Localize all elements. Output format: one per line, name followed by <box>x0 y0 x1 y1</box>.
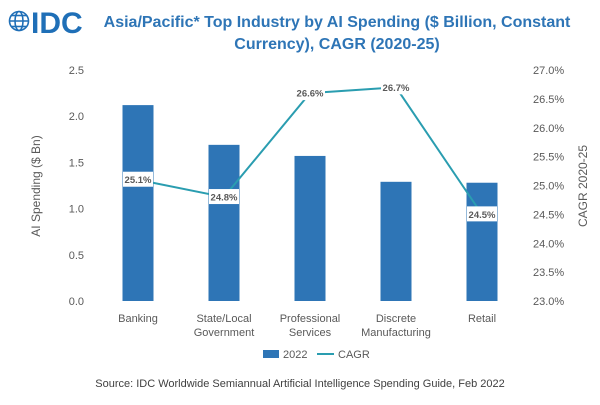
bar-2022-3 <box>380 181 412 301</box>
x-tick-label: Services <box>289 327 332 339</box>
y2-tick-label: 25.0% <box>533 181 564 193</box>
x-axis: Banking State/Local Government Professional… <box>118 313 496 339</box>
y-tick-label: 0.5 <box>69 250 84 262</box>
y2-tick-label: 24.5% <box>533 209 564 221</box>
cagr-label-background <box>123 171 153 187</box>
legend-line-label: CAGR <box>338 349 370 361</box>
x-tick-label: Retail <box>468 313 496 325</box>
right-axis: 23.0% 23.5% 24.0% 24.5% 25.0% 25.5% 26.0% 26.5%… <box>533 65 564 308</box>
y-tick-label: 0.0 <box>69 296 84 308</box>
y2-tick-label: 23.5% <box>533 267 564 279</box>
legend-bar-label: 2022 <box>283 349 307 361</box>
bar-2022-4 <box>466 182 498 301</box>
y-tick-label: 1.5 <box>69 157 84 169</box>
x-tick-label: Manufacturing <box>361 327 431 339</box>
idc-logo-text: IDC <box>31 7 83 40</box>
y-tick-label: 2.5 <box>69 65 84 77</box>
cagr-data-label: 24.5% <box>469 210 496 221</box>
y2-tick-label: 25.5% <box>533 152 564 164</box>
cagr-data-label: 25.1% <box>125 175 152 186</box>
bar-2022-0 <box>122 105 154 301</box>
chart-title-line1: Asia/Pacific* Top Industry by AI Spendin… <box>104 14 571 31</box>
y2-tick-label: 23.0% <box>533 296 564 308</box>
y2-tick-label: 24.0% <box>533 238 564 250</box>
x-tick-label: Government <box>194 327 255 339</box>
cagr-label-background <box>295 85 325 101</box>
chart-title-line2: Currency), CAGR (2020-25) <box>234 36 439 53</box>
cagr-data-label: 26.7% <box>383 83 410 94</box>
y2-tick-label: 26.5% <box>533 94 564 106</box>
cagr-label-background <box>467 206 497 222</box>
x-tick-label: State/Local <box>196 313 251 325</box>
source-note: Source: IDC Worldwide Semiannual Artific… <box>95 378 504 390</box>
bar-2022-2 <box>294 155 326 301</box>
cagr-data-label: 24.8% <box>211 193 238 204</box>
cagr-label-background <box>209 189 239 205</box>
x-tick-label: Banking <box>118 313 158 325</box>
y-tick-label: 1.0 <box>69 204 84 216</box>
cagr-data-label: 26.6% <box>297 89 324 100</box>
y2-tick-label: 26.0% <box>533 123 564 135</box>
y-tick-label: 2.0 <box>69 111 84 123</box>
legend: 2022 CAGR <box>263 349 370 361</box>
idc-logo-globe-icon <box>8 10 30 32</box>
x-tick-label: Professional <box>280 313 341 325</box>
idc-logo: IDC <box>8 7 83 40</box>
legend-bar-swatch <box>263 350 279 358</box>
y2-tick-label: 27.0% <box>533 65 564 77</box>
cagr-label-background <box>381 79 411 95</box>
y-axis-title: AI Spending ($ Bn) <box>29 135 43 236</box>
x-tick-label: Discrete <box>376 313 416 325</box>
bar-2022-1 <box>208 144 240 301</box>
y2-axis-title: CAGR 2020-25 <box>576 145 590 227</box>
left-axis: 0.0 0.5 1.0 1.5 2.0 2.5 <box>69 65 84 308</box>
bar-series-2022 <box>122 105 498 301</box>
data-labels: 25.1% 24.8% 26.6% 26.7% 24.5% <box>123 79 497 222</box>
